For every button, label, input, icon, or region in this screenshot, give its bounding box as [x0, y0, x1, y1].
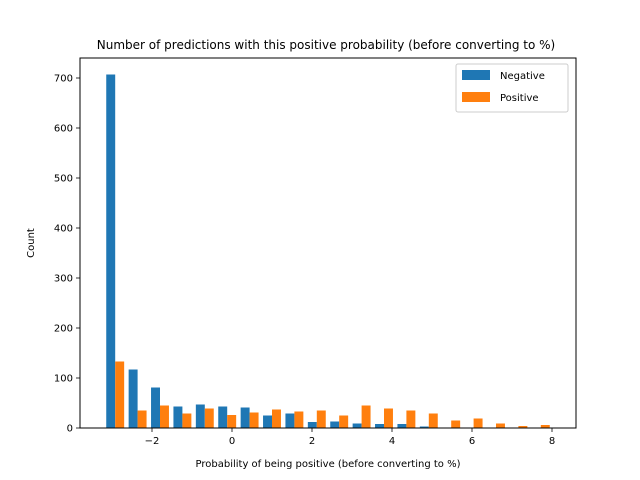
y-tick-label: 100 [54, 374, 73, 385]
x-tick-label: 0 [229, 436, 235, 447]
bar-negative-13 [397, 424, 407, 428]
x-axis-ticks: −2 0 2 4 6 8 [145, 428, 555, 447]
bar-positive-2 [160, 405, 169, 428]
bar-negative-9 [307, 422, 317, 428]
x-axis-label: Probability of being positive (before co… [196, 459, 461, 470]
y-tick-label: 600 [54, 124, 73, 135]
y-tick-label: 500 [54, 174, 73, 185]
legend-swatch-positive [462, 92, 490, 102]
x-tick-label: 8 [549, 436, 555, 447]
bar-positive-16 [473, 418, 483, 428]
bar-negative-6 [240, 407, 250, 428]
bar-positive-11 [361, 405, 371, 428]
x-tick-label: 2 [309, 436, 315, 447]
legend-label-positive: Positive [500, 93, 539, 104]
bar-positive-4 [204, 408, 214, 428]
bar-negative-8 [285, 413, 295, 428]
bar-negative-12 [375, 424, 384, 428]
bar-negative-11 [352, 423, 362, 428]
bar-positive-8 [294, 411, 304, 428]
bar-negative-7 [263, 415, 272, 428]
bar-negative-1 [128, 369, 138, 428]
y-tick-label: 400 [54, 224, 73, 235]
legend-swatch-negative [462, 70, 490, 80]
bars-group [106, 74, 550, 428]
bar-negative-14 [419, 426, 429, 428]
legend: Negative Positive [455, 63, 569, 113]
chart-title: Number of predictions with this positive… [97, 38, 555, 52]
y-axis-ticks: 0 100 200 300 400 500 600 700 [54, 74, 80, 435]
x-tick-label: 6 [469, 436, 475, 447]
bar-positive-1 [137, 410, 147, 428]
bar-positive-15 [451, 420, 461, 428]
bar-negative-10 [330, 421, 340, 428]
bar-positive-7 [272, 409, 281, 428]
bar-positive-17 [496, 423, 505, 428]
bar-negative-2 [151, 387, 160, 428]
bar-positive-12 [384, 408, 393, 428]
plot-frame [79, 57, 577, 429]
legend-label-negative: Negative [500, 71, 545, 82]
bar-positive-9 [316, 410, 326, 428]
bar-positive-13 [406, 410, 416, 428]
bar-positive-0 [115, 361, 125, 428]
bar-negative-3 [173, 406, 183, 428]
bar-positive-3 [182, 413, 192, 428]
bar-positive-6 [249, 412, 259, 428]
y-tick-label: 700 [54, 74, 73, 85]
bar-positive-10 [339, 415, 349, 428]
bar-positive-5 [227, 415, 237, 428]
bar-positive-18 [518, 426, 528, 428]
bar-negative-4 [195, 404, 205, 428]
y-axis-label: Count [26, 228, 37, 258]
bar-negative-0 [106, 74, 116, 428]
bar-positive-19 [540, 425, 550, 428]
bar-positive-14 [428, 413, 438, 428]
x-tick-label: −2 [145, 436, 160, 447]
y-tick-label: 0 [67, 424, 73, 435]
x-tick-label: 4 [389, 436, 395, 447]
y-tick-label: 200 [54, 324, 73, 335]
y-tick-label: 300 [54, 274, 73, 285]
bar-negative-5 [218, 406, 228, 428]
